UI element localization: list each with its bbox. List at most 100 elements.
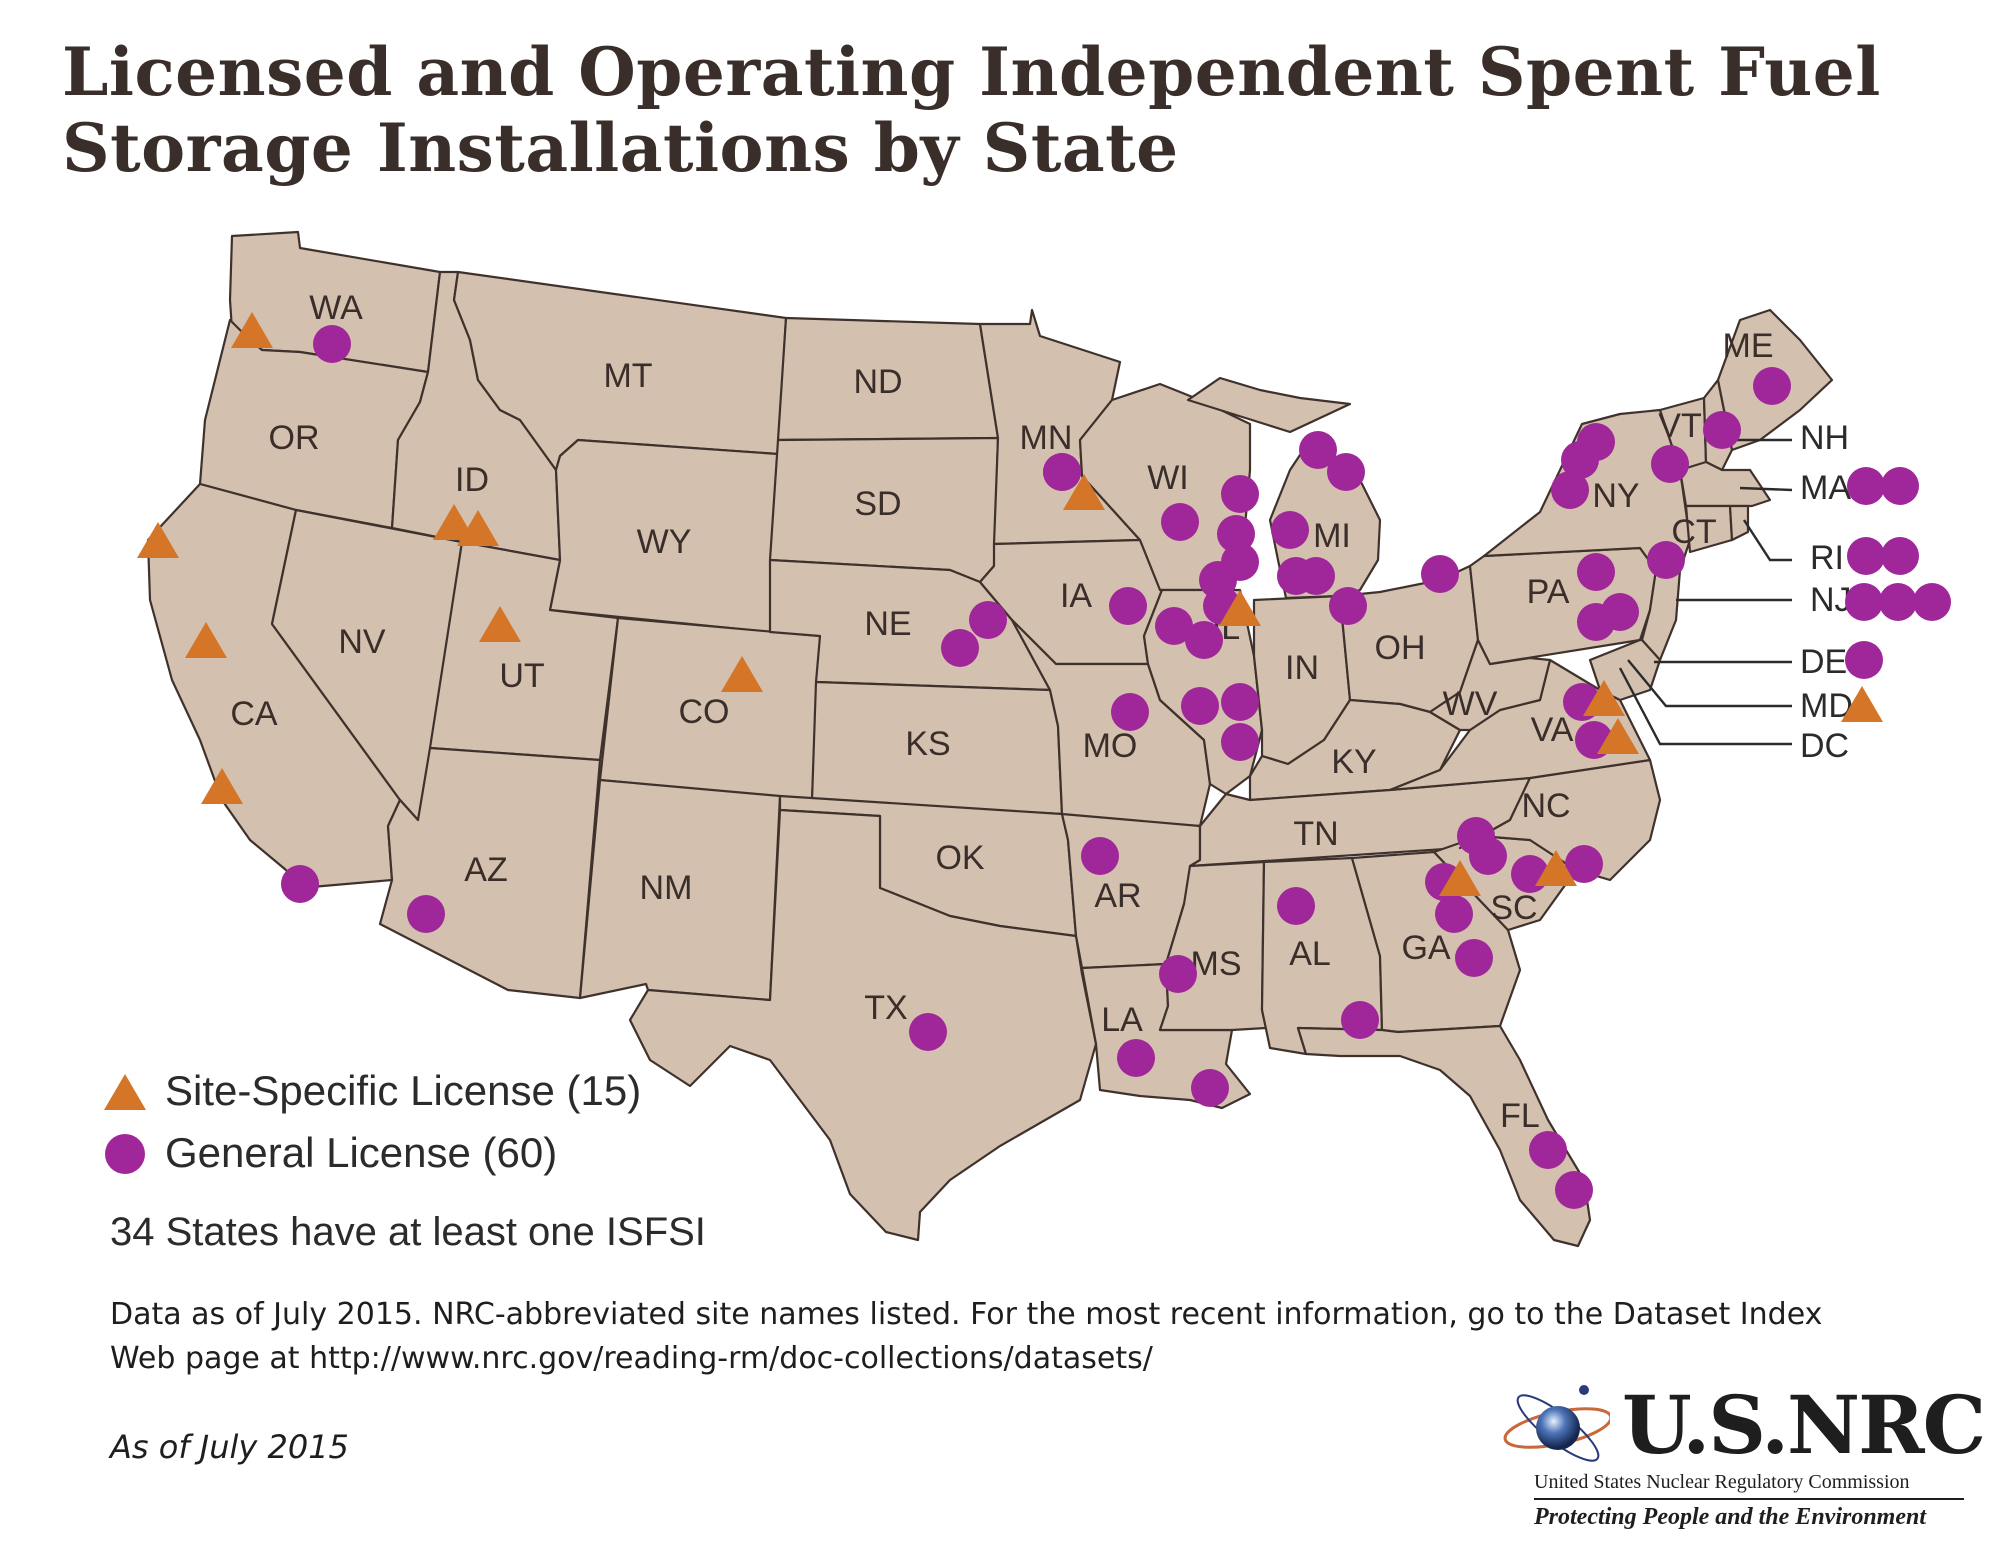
site-specific-marker: [201, 768, 243, 804]
data-note: Data as of July 2015. NRC-abbreviated si…: [110, 1293, 1970, 1381]
state-label-az: AZ: [464, 851, 507, 889]
general-license-marker: [1879, 583, 1917, 621]
state-label-mi: MI: [1313, 517, 1351, 555]
title-line-2: Storage Installations by State: [62, 109, 1179, 187]
general-license-marker: [1329, 587, 1367, 625]
legend-triangle-icon: [104, 1074, 146, 1110]
general-license-marker: [1455, 939, 1493, 977]
atom-globe-icon: [1503, 1385, 1610, 1462]
general-license-marker: [407, 895, 445, 933]
general-license-marker: [313, 325, 351, 363]
general-license-marker: [1297, 557, 1335, 595]
state-label-ca: CA: [230, 695, 278, 733]
leader-ri: [1742, 519, 1792, 562]
state-ri: [1728, 504, 1750, 542]
general-license-marker: [1217, 515, 1255, 553]
title-line-1: Licensed and Operating Independent Spent…: [62, 33, 1881, 111]
general-license-marker: [1327, 453, 1365, 491]
state-label-pa: PA: [1527, 573, 1570, 611]
state-label-me: ME: [1723, 327, 1774, 365]
general-license-marker: [1753, 367, 1791, 405]
data-note-line-2[interactable]: Web page at http://www.nrc.gov/reading-r…: [110, 1341, 1153, 1376]
state-label-la: LA: [1101, 1001, 1143, 1039]
general-license-marker: [1845, 583, 1883, 621]
state-label-ks: KS: [905, 725, 950, 763]
general-license-marker: [1185, 621, 1223, 659]
general-license-marker: [1341, 1001, 1379, 1039]
state-label-wa: WA: [309, 289, 363, 327]
state-labels: WA OR CA NV ID MT WY UT CO AZ NM ND SD NE KS OK TX MN IA MO…: [230, 289, 1773, 1135]
general-license-marker: [1421, 555, 1459, 593]
state-label-ne: NE: [864, 605, 911, 643]
state-nc: [1458, 758, 1662, 882]
state-label-tn: TN: [1293, 815, 1338, 853]
general-license-marker: [1555, 1171, 1593, 1209]
general-license-marker: [1221, 683, 1259, 721]
label-nh: NH: [1800, 419, 1849, 457]
state-label-or: OR: [269, 419, 320, 457]
site-specific-marker: [1597, 718, 1639, 754]
site-specific-marker: [479, 606, 521, 642]
state-label-id: ID: [455, 461, 489, 499]
site-specific-marker: [433, 504, 475, 540]
state-label-ut: UT: [499, 657, 544, 695]
state-label-oh: OH: [1375, 629, 1426, 667]
site-specific-marker: [1583, 680, 1625, 716]
label-dc: DC: [1800, 727, 1849, 765]
state-label-va: VA: [1531, 711, 1574, 749]
site-specific-marker: [1841, 686, 1883, 722]
state-label-mn: MN: [1020, 419, 1073, 457]
general-license-marker: [1881, 537, 1919, 575]
leader-ma: [1739, 486, 1793, 492]
as-of-date: As of July 2015: [110, 1428, 349, 1466]
general-license-marker: [1161, 503, 1199, 541]
general-license-marker: [1221, 475, 1259, 513]
state-label-fl: FL: [1500, 1097, 1540, 1135]
general-license-marker: [941, 629, 979, 667]
site-specific-marker: [231, 312, 273, 348]
general-license-marker: [1847, 537, 1885, 575]
general-license-marker: [1221, 723, 1259, 761]
general-license-marker: [1111, 693, 1149, 731]
state-label-ia: IA: [1060, 577, 1092, 615]
state-label-wy: WY: [637, 523, 692, 561]
general-license-marker: [1647, 541, 1685, 579]
leader-dc: [1618, 667, 1792, 746]
state-fl: [1296, 1024, 1592, 1248]
site-specific-marker: [1219, 590, 1261, 626]
state-label-wi: WI: [1147, 459, 1189, 497]
general-license-marker: [1109, 587, 1147, 625]
legend-site-specific-label: Site-Specific License (15): [165, 1067, 641, 1114]
state-ma: [1678, 460, 1772, 508]
general-license-marker: [1159, 955, 1197, 993]
label-nj: NJ: [1810, 581, 1852, 619]
general-license-marker: [1221, 543, 1259, 581]
general-license-marker: [1913, 583, 1951, 621]
legend-circle-icon: [105, 1134, 145, 1174]
general-license-marker: [1117, 1039, 1155, 1077]
general-license-marker: [1435, 895, 1473, 933]
logo-subtitle: United States Nuclear Regulatory Commiss…: [1534, 1471, 1910, 1493]
state-label-nd: ND: [853, 363, 902, 401]
state-label-sc: SC: [1490, 889, 1537, 927]
nrc-logo: U.S.NRC United States Nuclear Regulatory…: [1500, 1380, 1986, 1540]
general-license-marker: [1181, 687, 1219, 725]
general-license-marker: [1469, 837, 1507, 875]
state-label-ok: OK: [935, 839, 984, 877]
site-markers: [137, 312, 1951, 1209]
general-license-marker: [1277, 887, 1315, 925]
general-license-marker: [1271, 511, 1309, 549]
site-specific-marker: [721, 656, 763, 692]
general-license-marker: [1847, 467, 1885, 505]
state-label-nm: NM: [640, 869, 693, 907]
general-license-marker: [1881, 467, 1919, 505]
logo-name: U.S.NRC: [1622, 1378, 1986, 1472]
site-specific-marker: [185, 622, 227, 658]
northeast-labels: NH MA RI NJ DE MD DC VT CT: [1658, 407, 1853, 765]
state-label-wv: WV: [1443, 685, 1498, 723]
state-label-ky: KY: [1331, 743, 1376, 781]
general-license-marker: [969, 601, 1007, 639]
label-vt: VT: [1658, 407, 1701, 445]
